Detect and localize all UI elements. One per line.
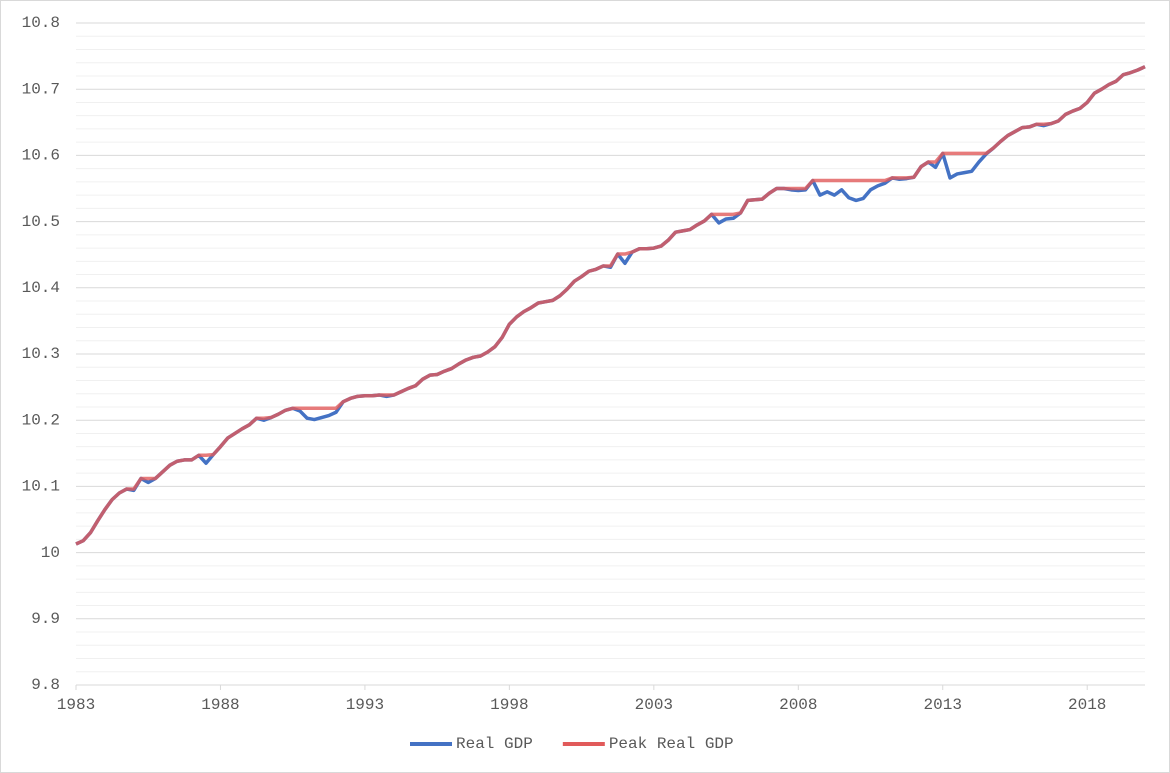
x-tick-label: 1988 [201,696,239,714]
x-tick-label: 1998 [490,696,528,714]
y-tick-label: 10.4 [22,279,60,297]
y-tick-label: 10 [41,544,60,562]
x-tick-label: 2018 [1068,696,1106,714]
x-tick-label: 2008 [779,696,817,714]
y-tick-label: 10.5 [22,213,60,231]
x-tick-label: 2013 [924,696,962,714]
y-tick-label: 10.6 [22,147,60,165]
y-tick-label: 10.1 [22,478,60,496]
legend-label: Peak Real GDP [609,735,734,753]
y-tick-label: 9.9 [31,610,60,628]
series-line [75,65,1146,546]
y-tick-label: 10.8 [22,14,60,32]
x-tick-label: 1983 [57,696,95,714]
legend-label: Real GDP [456,735,533,753]
x-tick-label: 2003 [635,696,673,714]
x-tick-label: 1993 [346,696,384,714]
y-tick-label: 9.8 [31,676,60,694]
y-tick-label: 10.2 [22,411,60,429]
y-tick-label: 10.7 [22,80,60,98]
y-tick-label: 10.3 [22,345,60,363]
